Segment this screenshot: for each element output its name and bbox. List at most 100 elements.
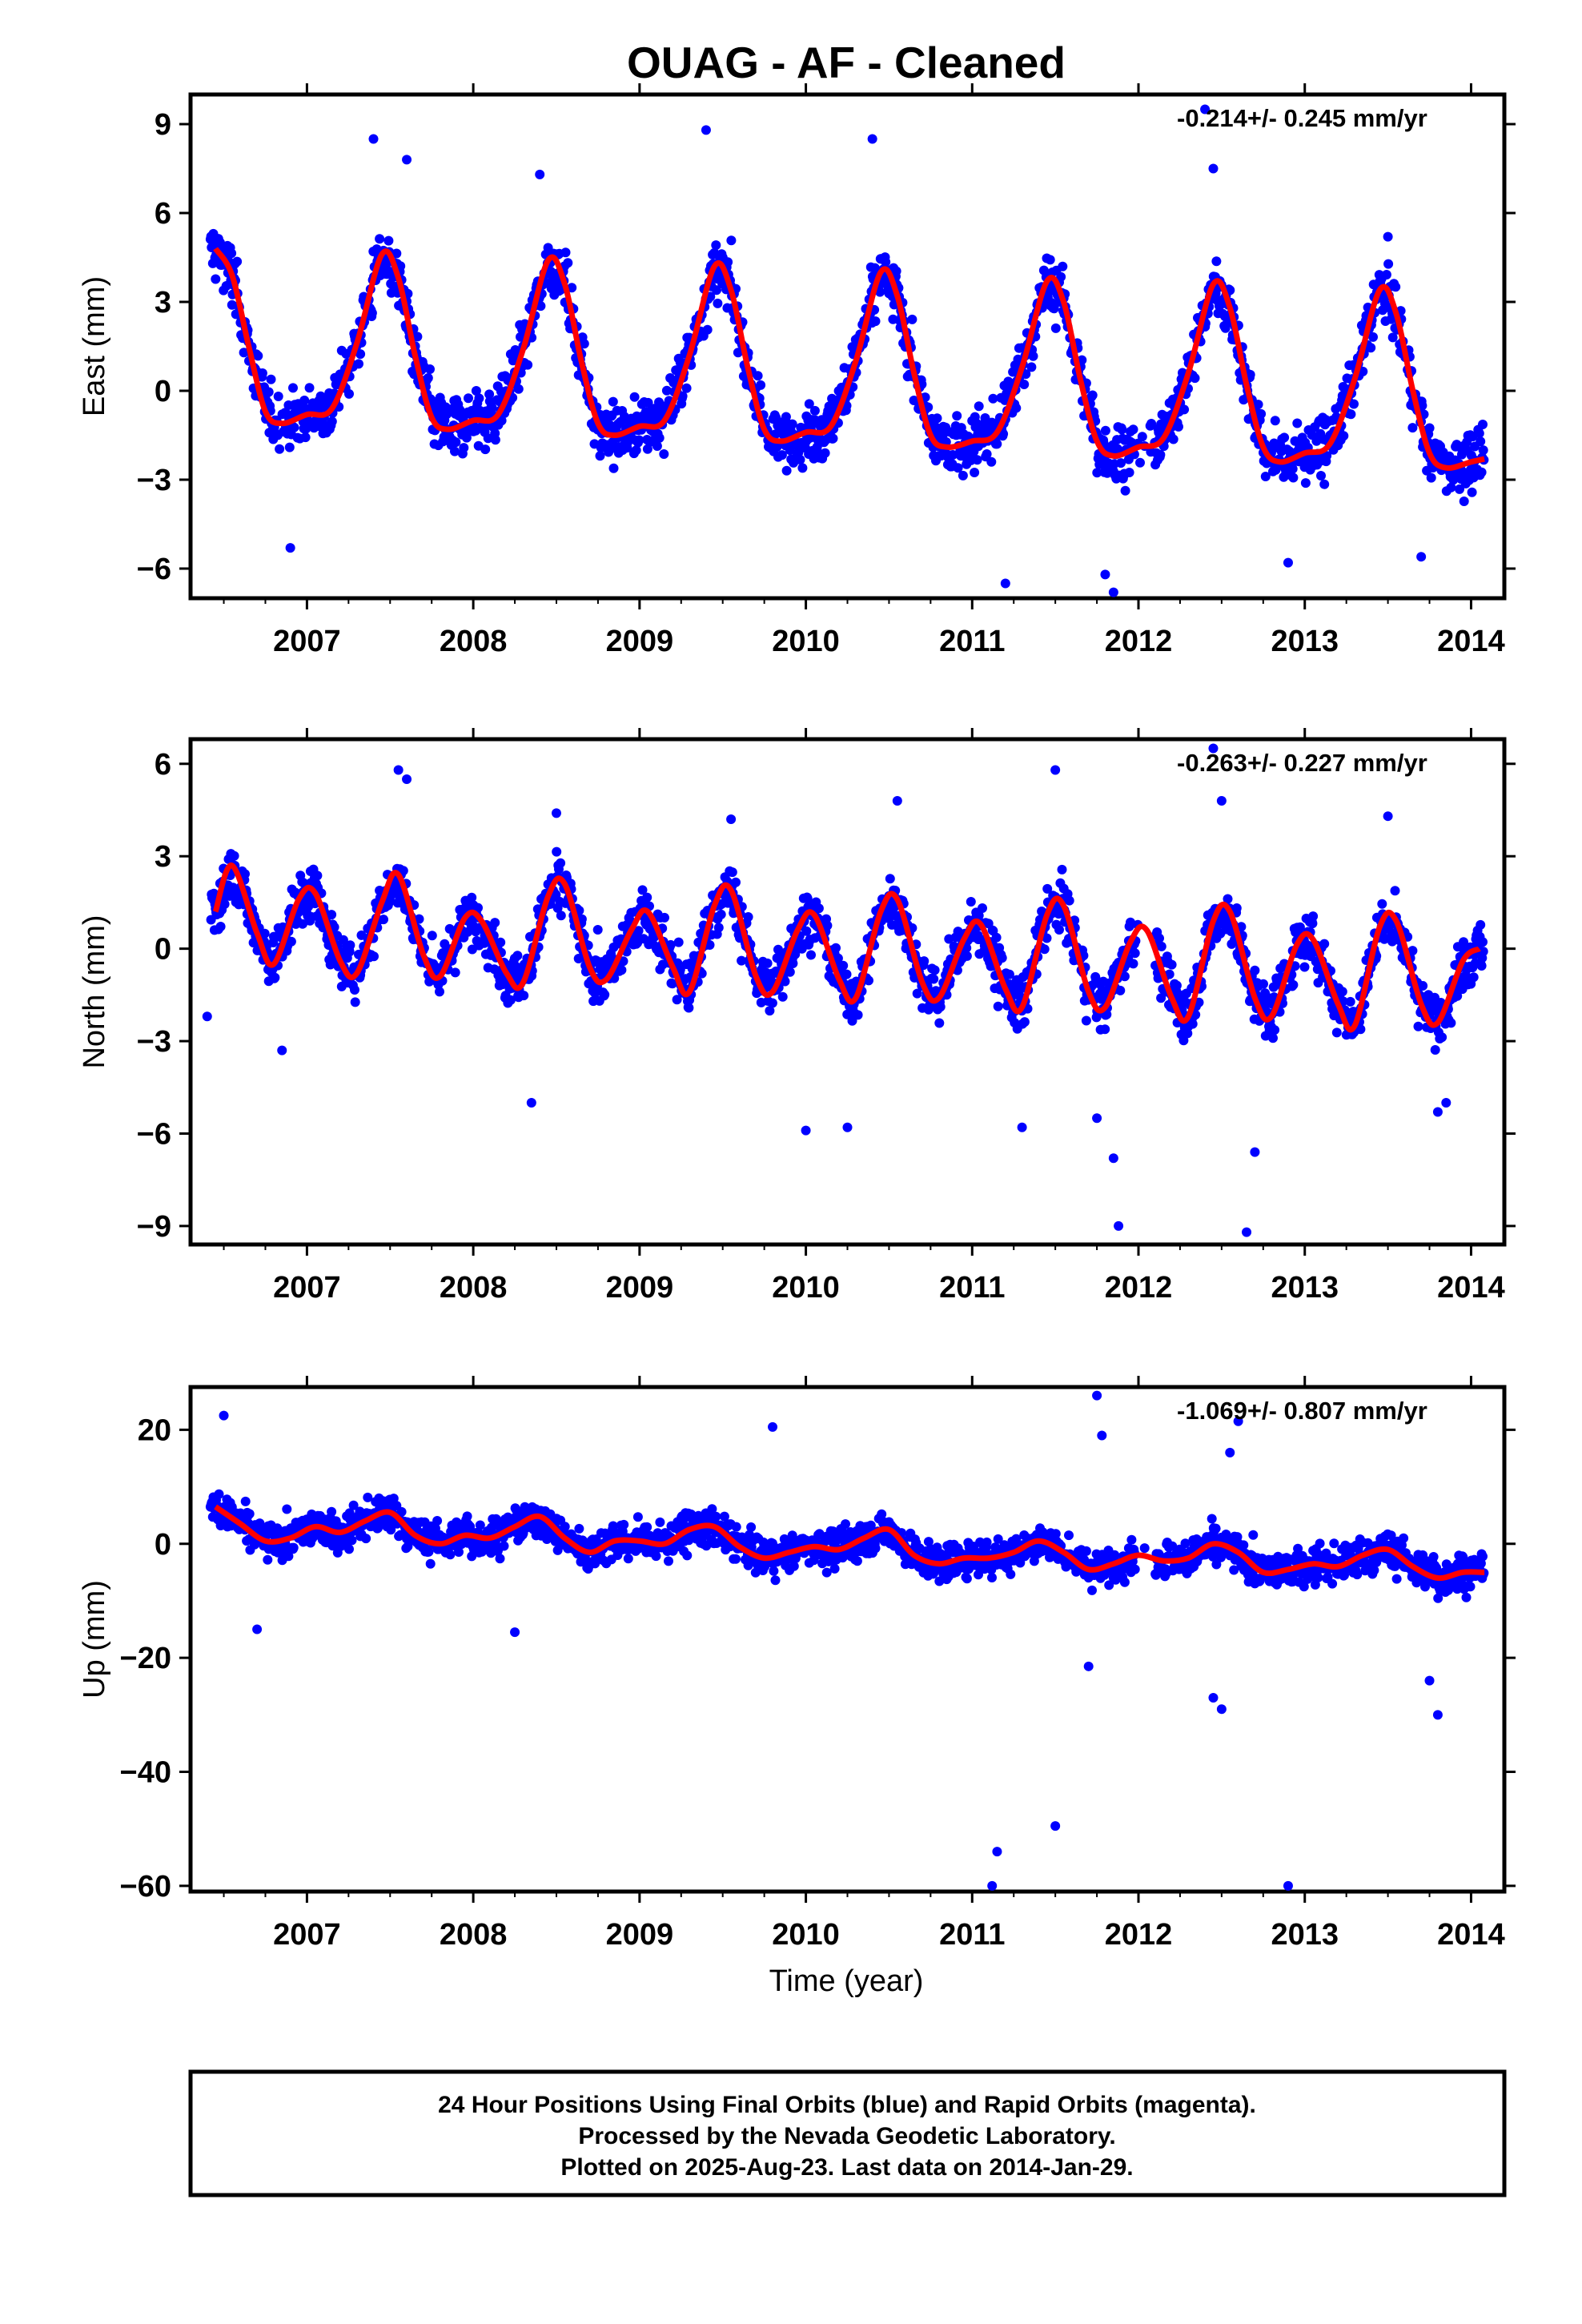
data-point — [1262, 991, 1272, 1002]
data-point — [556, 858, 566, 868]
data-point — [1452, 991, 1463, 1001]
data-point — [632, 1512, 643, 1522]
data-point — [282, 1504, 292, 1514]
data-point — [1058, 261, 1068, 271]
data-point — [1117, 424, 1127, 435]
data-point — [1337, 987, 1347, 997]
y-axis-label: East (mm) — [78, 276, 111, 416]
data-point — [1156, 941, 1166, 951]
y-tick-label: 0 — [155, 933, 171, 967]
x-tick-label: 2011 — [939, 1271, 1005, 1305]
data-point — [712, 285, 721, 296]
data-point — [958, 470, 968, 480]
data-point — [643, 397, 653, 408]
data-point — [619, 1519, 629, 1530]
outlier-point — [892, 795, 902, 806]
data-point — [445, 1550, 456, 1560]
data-point — [727, 867, 737, 878]
data-point — [363, 1492, 373, 1502]
data-point — [367, 308, 377, 318]
data-point — [1137, 432, 1147, 442]
data-point — [1346, 409, 1356, 420]
rate-label: -0.263+/- 0.227 mm/yr — [1177, 749, 1427, 777]
data-point — [1446, 482, 1456, 493]
y-tick-label: −3 — [137, 1025, 171, 1059]
data-point — [790, 949, 801, 959]
data-point — [820, 448, 830, 458]
data-point — [1455, 484, 1464, 494]
data-point — [1130, 948, 1140, 959]
data-point — [726, 235, 737, 246]
data-point — [398, 866, 408, 876]
data-point — [232, 256, 243, 267]
outlier-point — [1050, 765, 1061, 775]
data-point — [1331, 1027, 1342, 1038]
y-tick-label: 0 — [155, 375, 171, 408]
data-point — [495, 1554, 505, 1564]
x-tick-label: 2007 — [273, 1918, 341, 1952]
data-point — [891, 266, 901, 276]
data-point — [1476, 919, 1486, 930]
data-point — [263, 387, 274, 397]
data-point — [932, 413, 942, 424]
outlier-point — [551, 808, 561, 818]
data-point — [788, 959, 798, 968]
data-point — [1478, 420, 1488, 429]
x-tick-label: 2010 — [772, 1918, 840, 1952]
data-point — [1155, 449, 1166, 460]
data-point — [970, 468, 980, 477]
outlier-point — [1200, 104, 1211, 115]
data-point — [1407, 423, 1418, 433]
data-point — [1478, 947, 1488, 957]
data-point — [1383, 259, 1394, 269]
data-point — [1468, 972, 1479, 983]
y-tick-label: 6 — [155, 197, 171, 231]
data-point — [1307, 919, 1318, 929]
data-point — [733, 348, 743, 358]
data-point — [259, 928, 270, 939]
data-point — [802, 893, 813, 903]
outlier-point — [701, 125, 711, 135]
data-point — [345, 940, 355, 951]
data-point — [253, 351, 263, 361]
x-tick-label: 2007 — [273, 625, 341, 658]
data-point — [560, 247, 571, 258]
data-point — [1092, 468, 1102, 478]
data-point — [240, 1496, 251, 1506]
outlier-point — [368, 134, 379, 144]
y-tick-label: −9 — [137, 1210, 171, 1244]
data-point — [1126, 917, 1135, 927]
rate-label: -0.214+/- 0.245 mm/yr — [1177, 104, 1427, 132]
data-point — [519, 991, 529, 1001]
data-point — [993, 1001, 1003, 1011]
data-point — [1268, 1033, 1278, 1043]
x-tick-label: 2011 — [939, 625, 1005, 658]
data-point — [838, 960, 849, 971]
data-point — [474, 393, 484, 404]
data-point — [673, 937, 684, 947]
data-point — [885, 874, 895, 884]
data-point — [777, 450, 787, 460]
x-tick-label: 2007 — [273, 1271, 341, 1305]
data-point — [953, 463, 963, 473]
data-point — [661, 385, 672, 396]
data-point — [962, 951, 972, 961]
data-point — [655, 1517, 665, 1527]
data-point — [651, 1551, 661, 1562]
data-point — [462, 1511, 472, 1522]
data-point — [1467, 487, 1477, 497]
data-point — [600, 990, 610, 999]
data-point — [1279, 432, 1290, 443]
data-point — [806, 950, 816, 960]
outlier-point — [726, 814, 737, 825]
data-point — [512, 1505, 521, 1515]
data-point — [266, 374, 276, 384]
data-point — [471, 386, 481, 396]
data-point — [831, 943, 841, 953]
data-point — [1116, 458, 1126, 468]
data-point — [765, 1006, 775, 1016]
data-point — [1050, 323, 1061, 333]
data-point — [435, 987, 444, 997]
data-point — [257, 368, 267, 378]
